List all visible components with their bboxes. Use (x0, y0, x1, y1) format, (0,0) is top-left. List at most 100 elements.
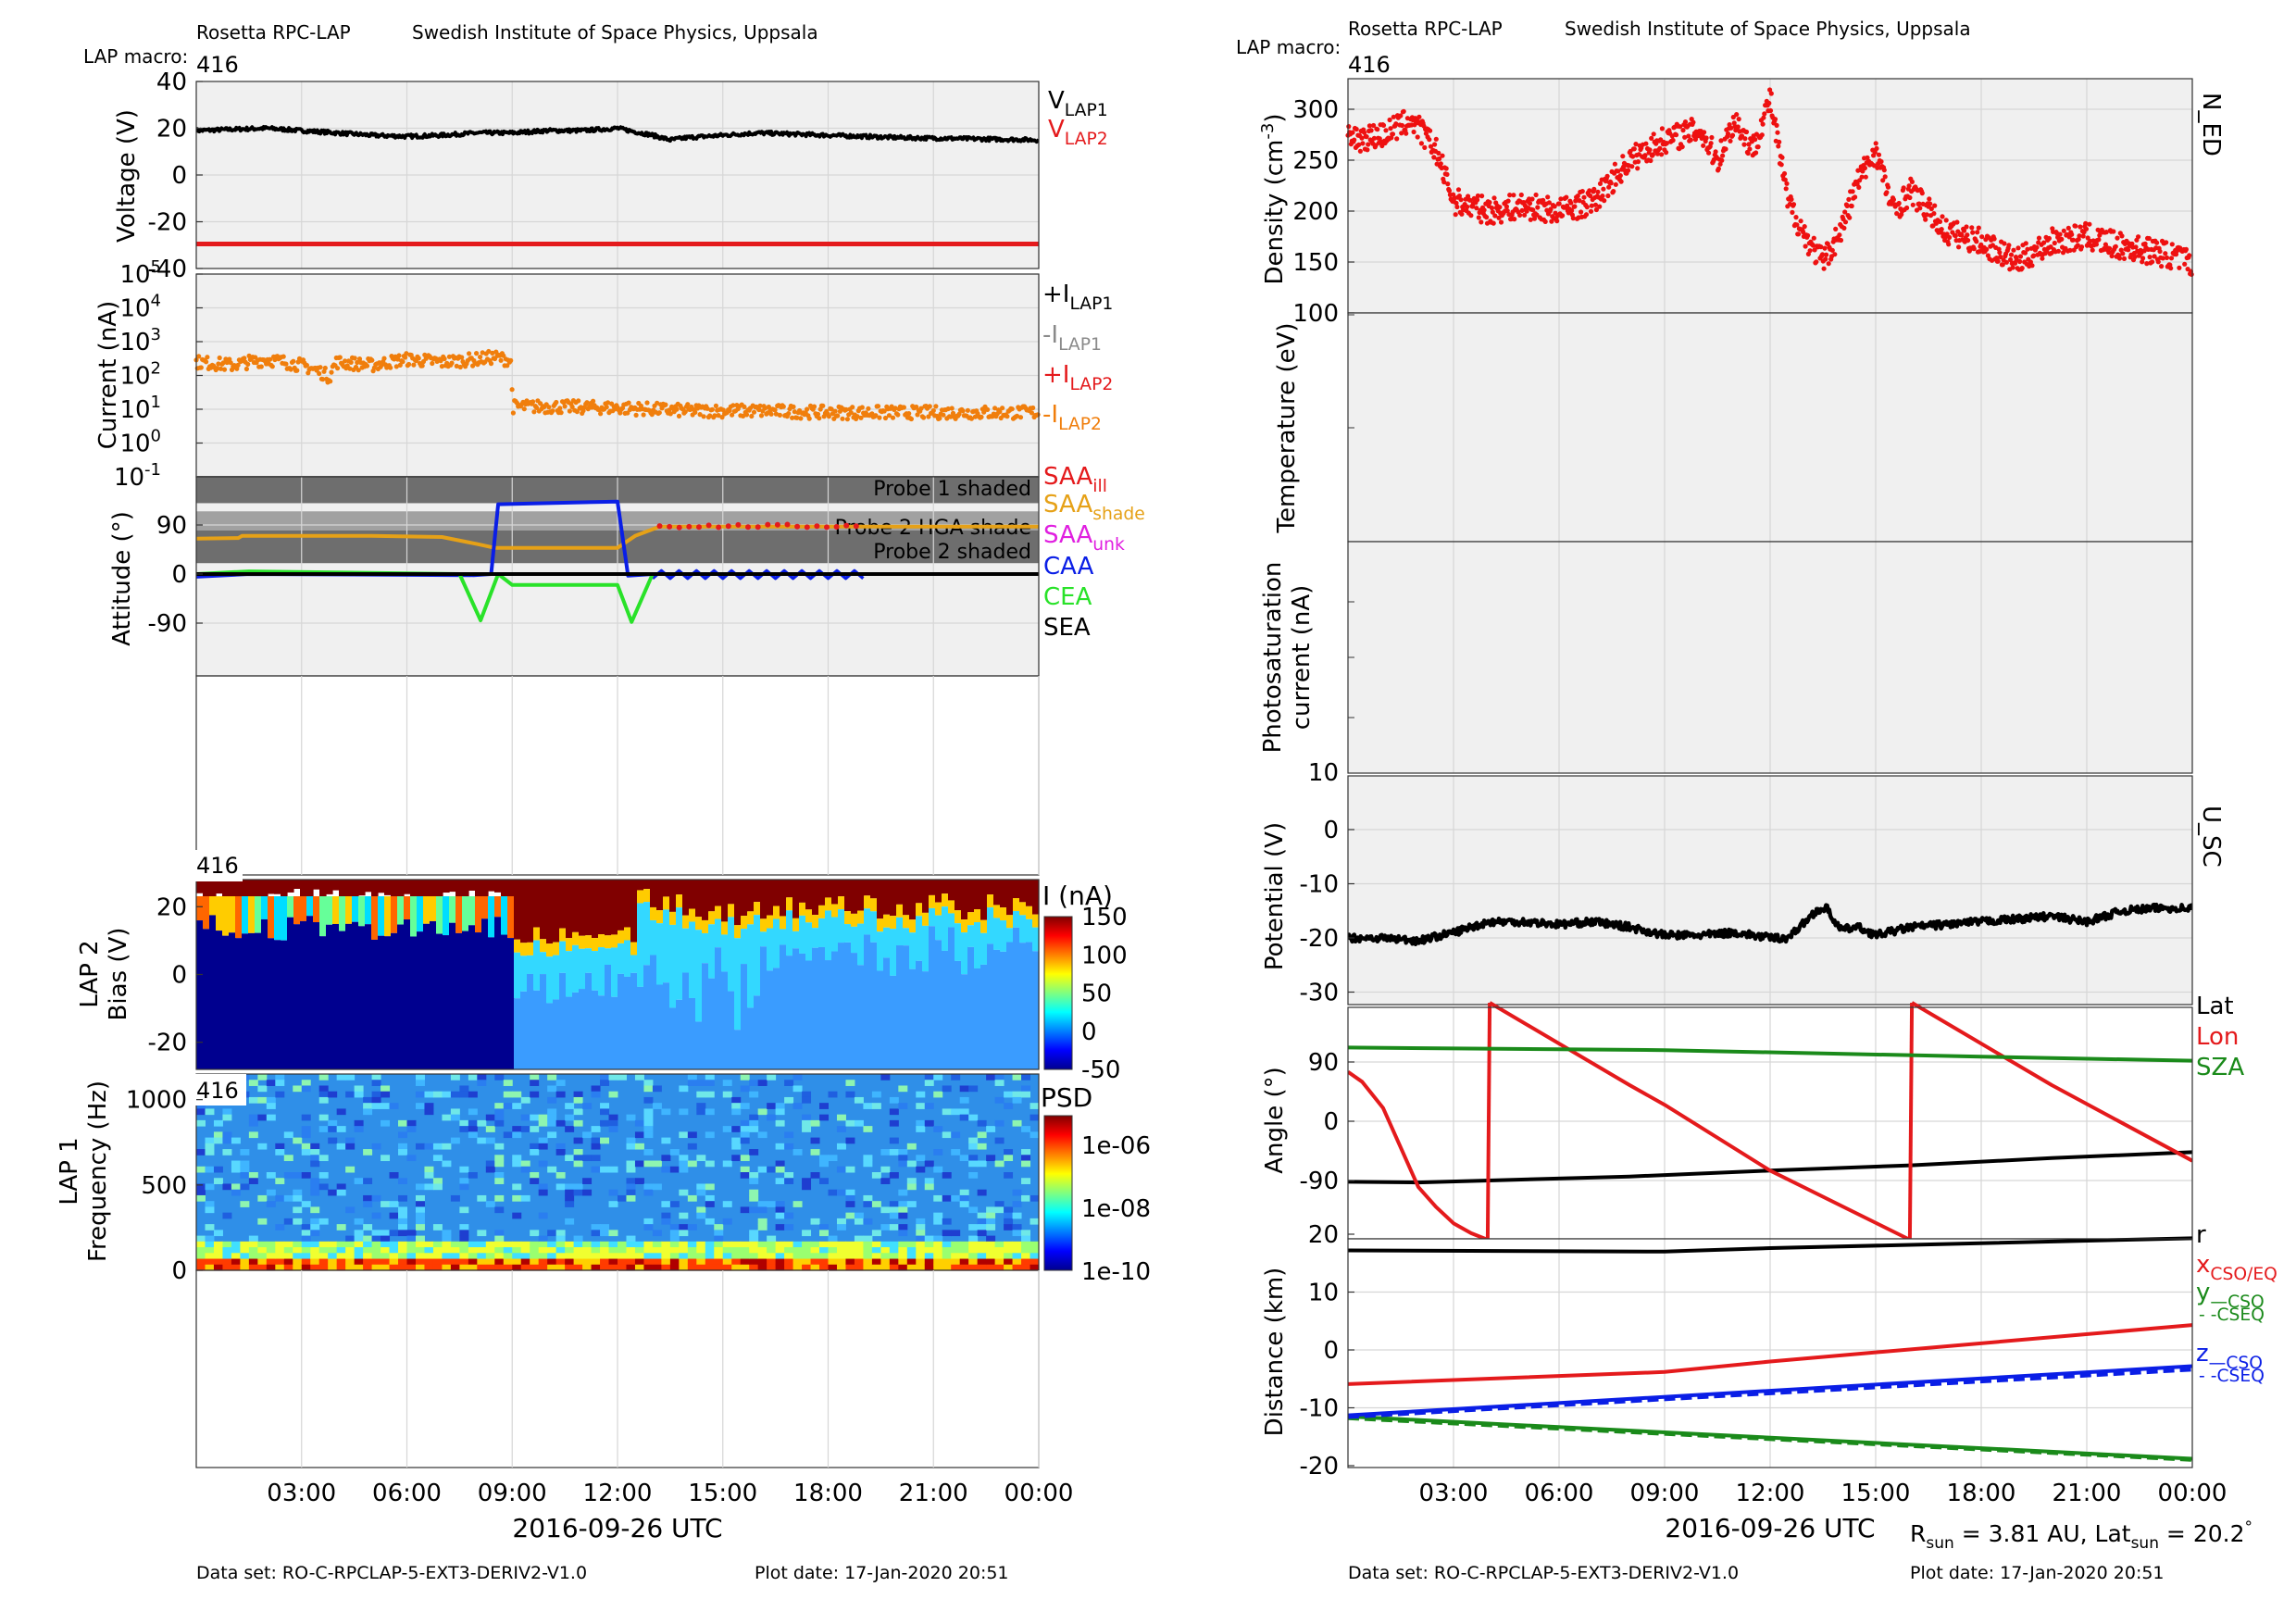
current-point (649, 412, 655, 418)
lap1-cell (906, 1264, 917, 1271)
lap1-cell (1029, 1114, 1040, 1121)
lap1-cell (626, 1247, 636, 1254)
lap1-cell (547, 1131, 557, 1139)
legend-caa: CAA (1043, 553, 1094, 581)
legend-saa-shade-sub: shade (1092, 505, 1144, 524)
lap1-cell (687, 1143, 697, 1150)
current-point (705, 406, 710, 411)
lap1-cell (792, 1264, 803, 1271)
lap1-cell (784, 1241, 794, 1248)
lap1-cell (767, 1264, 777, 1271)
lap1-cell (213, 1247, 223, 1254)
lap2-cell (566, 996, 573, 1069)
lap1-cell (740, 1241, 750, 1248)
lap2-cell (384, 880, 392, 895)
lap2-ylabel-line: LAP 2 (76, 940, 104, 1007)
density-point (1775, 130, 1780, 135)
lap2-cell (255, 880, 262, 906)
header-instrument-left: Rosetta RPC-LAP (196, 21, 351, 44)
lap1-cell (767, 1235, 777, 1243)
lap2-cell (967, 946, 975, 1069)
lap1-cell (792, 1103, 803, 1109)
lap1-cell (538, 1143, 548, 1150)
density-point (1779, 155, 1785, 160)
lap1-cell (196, 1264, 206, 1271)
lap1-cell (248, 1247, 258, 1254)
current-point (269, 364, 275, 369)
attitude-point-saaill (705, 522, 712, 529)
lap1-cell (942, 1247, 952, 1254)
lap2-cell (566, 880, 573, 939)
density-point (1411, 129, 1416, 135)
density-point (1459, 211, 1465, 217)
lap1-cell (415, 1143, 425, 1150)
angle-panel-ytick: -90 (1300, 1168, 1339, 1195)
lap1-cell (345, 1143, 356, 1150)
lap1-cell (626, 1166, 636, 1173)
legend-angle-lon-base: Lon (2196, 1023, 2239, 1051)
lap1-cell (371, 1194, 381, 1202)
density-point (2083, 220, 2089, 226)
lap2-cell (993, 880, 1001, 906)
lap1-cell (432, 1264, 443, 1271)
current-point (550, 408, 555, 414)
current-point (719, 415, 725, 420)
lap1-cell (293, 1241, 303, 1248)
lap2-cell (676, 907, 683, 1000)
lap1-cell (968, 1206, 979, 1214)
temperature-ylabel-line: Temperature (eV) (1273, 322, 1301, 533)
lap2-cell (818, 880, 826, 906)
lap1-cell (442, 1258, 452, 1266)
lap1-cell (424, 1183, 434, 1191)
current-point (343, 358, 348, 364)
lap2-cell (870, 942, 878, 1069)
lap1-cell (924, 1160, 934, 1168)
lap1-cell (450, 1074, 460, 1081)
attitude-point-saaill (755, 524, 761, 531)
current-point (790, 415, 795, 420)
lap1-cell (714, 1253, 724, 1260)
lap2-cell (417, 931, 424, 1069)
lap1-cell (503, 1241, 513, 1248)
density-point (1659, 126, 1665, 131)
voltage-panel-ytick: 20 (156, 116, 187, 144)
lap1-cell (275, 1264, 285, 1271)
lap2-cell (1026, 906, 1033, 919)
distance-series-xcsoeq (1348, 1323, 2192, 1386)
lap1-cell (863, 1235, 873, 1243)
lap2-cell (514, 880, 521, 940)
lap1-cell (363, 1235, 373, 1243)
lap2-cell (760, 918, 767, 932)
lap1-cell (986, 1247, 996, 1254)
lap1-cell (328, 1137, 338, 1144)
density-point (1818, 244, 1824, 250)
lap2-cell (196, 896, 204, 921)
lap1-cell (959, 1258, 969, 1266)
lap2-cell (799, 902, 806, 916)
lap1-cell (608, 1091, 618, 1098)
lap1-cell (520, 1166, 530, 1173)
current-point (794, 415, 800, 420)
lap1-cell (600, 1108, 610, 1116)
density-point (1970, 230, 1976, 235)
lap2-cell (579, 989, 586, 1069)
current-point (221, 367, 228, 372)
density-point (1865, 155, 1870, 160)
density-point (1387, 117, 1392, 123)
lap1-cell (530, 1091, 540, 1098)
lap1-cell (1029, 1194, 1040, 1202)
lap1-cell (600, 1247, 610, 1254)
lap2-cell (397, 924, 405, 1069)
density-point (2093, 242, 2099, 247)
lap1-cell (240, 1149, 250, 1156)
lap1-cell (354, 1258, 364, 1266)
lap2-cell (805, 960, 813, 1069)
density-point (1507, 193, 1513, 198)
lap1-cell (714, 1241, 724, 1248)
lap1-cell (442, 1235, 452, 1243)
lap2-cell (916, 903, 923, 917)
current-point (364, 363, 370, 369)
lap2-cell (715, 880, 722, 906)
